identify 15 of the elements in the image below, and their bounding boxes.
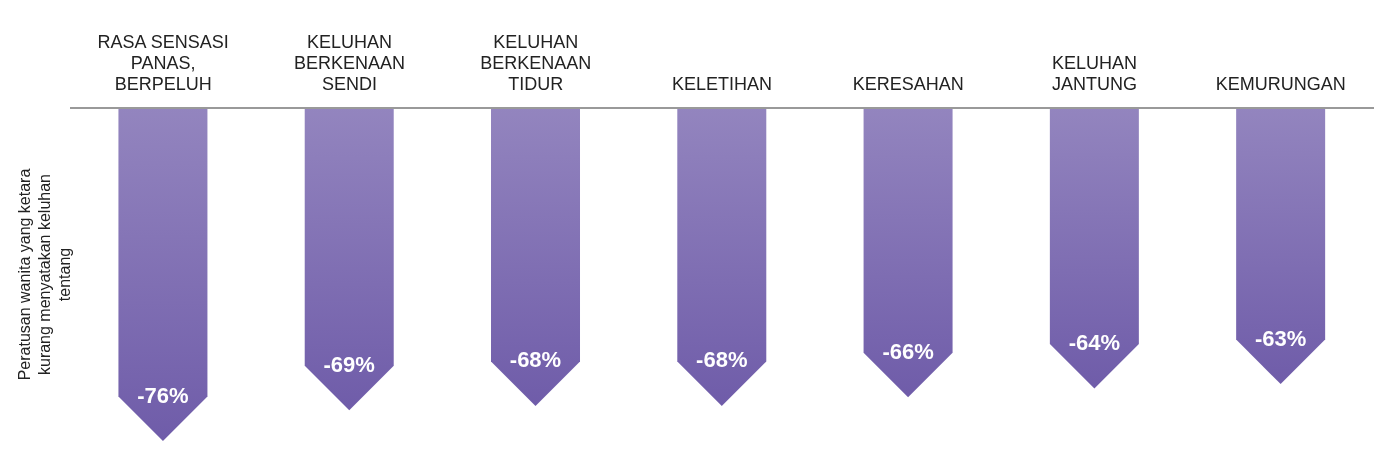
data-label: -68% xyxy=(509,347,562,373)
data-label: -64% xyxy=(1068,329,1121,355)
x-tick-label: KELUHAN BERKENAAN SENDI xyxy=(293,32,405,94)
x-tick-label: KERESAHAN xyxy=(852,74,964,94)
data-label: -66% xyxy=(882,338,934,364)
x-tick-label: KELETIHAN xyxy=(671,74,773,94)
data-label: -63% xyxy=(1254,325,1307,351)
x-tick-label: KELUHAN JANTUNG xyxy=(1052,53,1138,94)
x-tick-label: KEMURUNGAN xyxy=(1215,74,1346,94)
data-label: -76% xyxy=(137,382,189,408)
y-axis-title: Peratusan wanita yang ketara kurang menyatakan keluhan tentang xyxy=(16,168,73,381)
data-label: -68% xyxy=(696,347,748,373)
data-label: -69% xyxy=(323,351,375,377)
x-tick-label: RASA SENSASI PANAS, BERPELUH xyxy=(97,32,229,94)
x-tick-label: KELUHAN BERKENAAN TIDUR xyxy=(480,32,592,94)
